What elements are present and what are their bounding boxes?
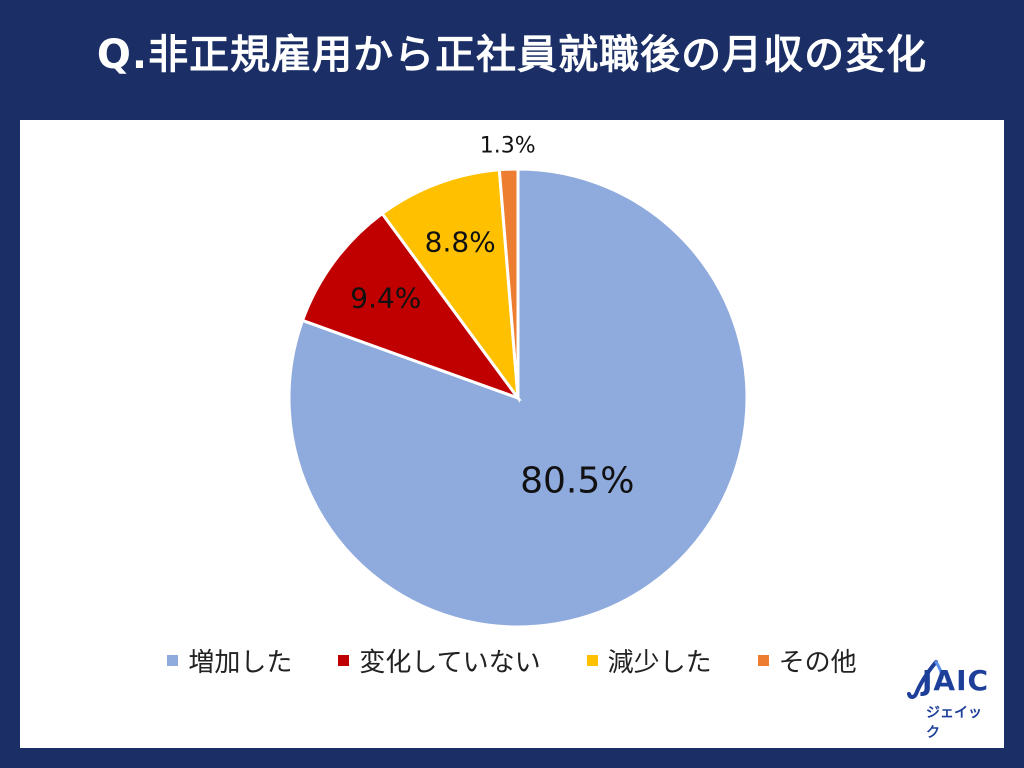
legend-item-decreased: 減少した [586, 642, 712, 679]
legend-item-other: その他 [757, 642, 857, 679]
legend-label: 増加した [188, 648, 293, 678]
logo-subtext: ジェイック [926, 705, 982, 741]
legend-label: その他 [778, 648, 857, 678]
pie-slice-other [497, 167, 520, 399]
data-label-other: 1.3% [480, 133, 536, 158]
legend-swatch [338, 655, 350, 666]
logo-text: JAIC [922, 664, 990, 697]
legend: 増加した 変化していない 減少した その他 [20, 642, 1004, 679]
data-label-unchanged: 9.4% [350, 281, 421, 314]
legend-item-increased: 増加した [167, 642, 292, 679]
legend-swatch [586, 655, 598, 666]
data-label-decreased: 8.8% [425, 226, 496, 259]
pie-slice-unchanged [300, 211, 523, 402]
jaic-logo: JAIC ジェイック [904, 658, 994, 741]
legend-item-unchanged: 変化していない [338, 642, 541, 679]
pie-chart: 80.5% 9.4%8.8% 1.3% [287, 133, 749, 629]
chart-title: Q.非正規雇用から正社員就職後の月収の変化 [96, 32, 928, 78]
legend-label: 減少した [607, 648, 712, 678]
legend-swatch [167, 655, 179, 666]
legend-label: 変化していない [359, 648, 541, 678]
logo-swoosh-icon [907, 660, 944, 699]
data-label-increased: 80.5% [520, 460, 634, 501]
chart-panel: 80.5% 9.4% 8.8% 1.3% 増加した 変化していない 減少した その他 … [20, 120, 1004, 748]
pie-slice-decreased [380, 168, 520, 404]
legend-swatch [757, 655, 769, 666]
